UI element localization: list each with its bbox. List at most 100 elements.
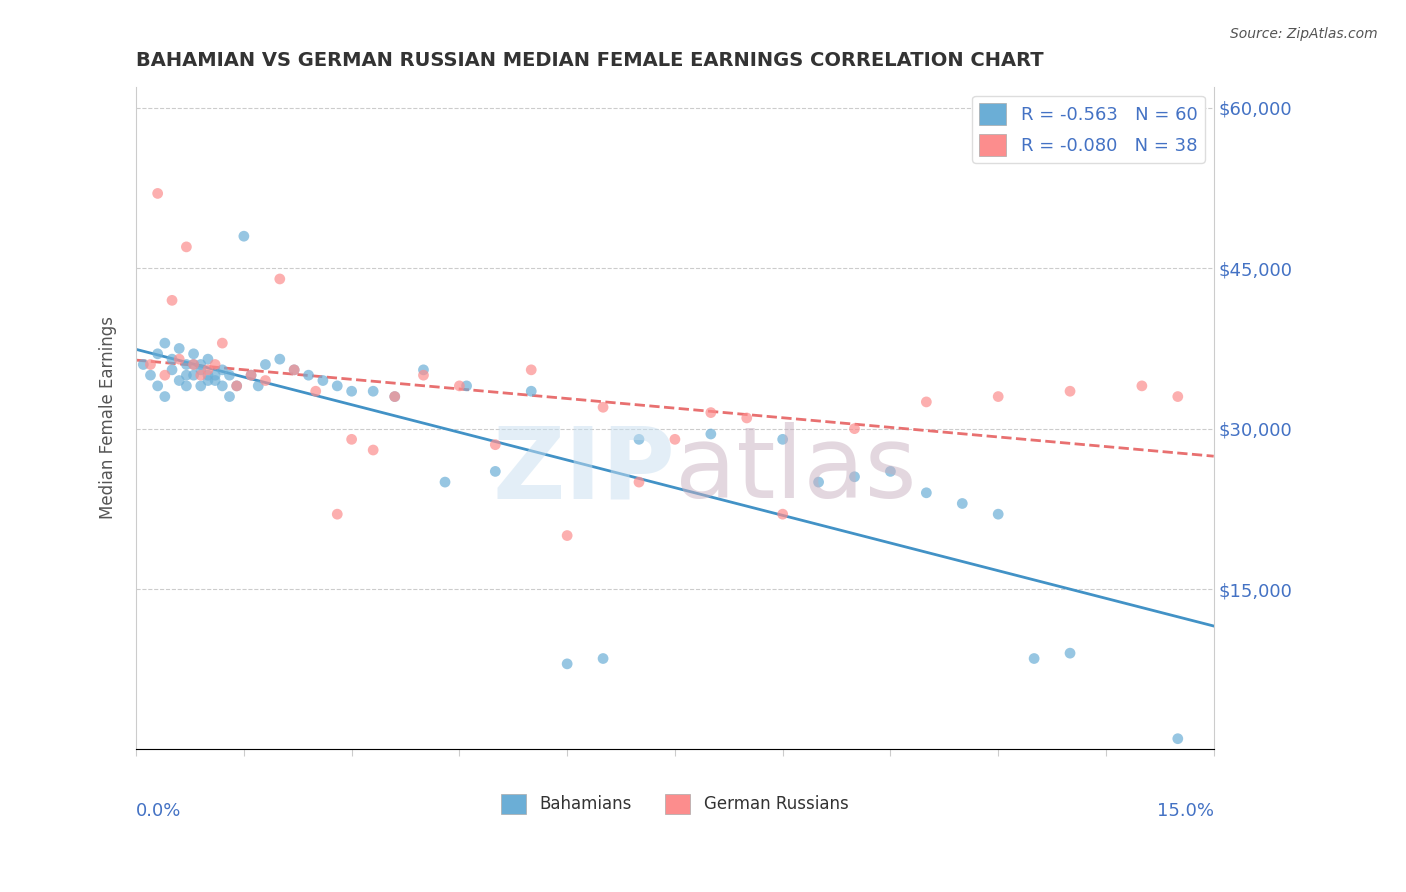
Point [312,374,335,388]
Point [218,390,240,404]
Point [555,657,578,671]
Point [146,347,169,361]
Point [218,368,240,383]
Text: atlas: atlas [675,423,917,519]
Point [160,293,183,308]
Point [807,475,830,489]
Point [484,464,506,478]
Point [1167,390,1189,404]
Point [592,401,614,415]
Point [449,379,471,393]
Point [167,352,190,367]
Point [183,358,205,372]
Point [412,368,434,383]
Point [204,358,226,372]
Point [269,352,291,367]
Point [555,528,578,542]
Point [211,336,233,351]
Point [225,379,247,393]
Point [190,363,212,377]
Point [190,358,212,372]
Point [340,384,363,399]
Point [254,358,277,372]
Point [384,390,406,404]
Point [950,496,973,510]
Point [700,427,723,442]
Point [183,368,205,383]
Point [190,379,212,393]
Legend: Bahamians, German Russians: Bahamians, German Russians [495,787,855,821]
Point [232,229,254,244]
Point [434,475,457,489]
Point [211,379,233,393]
Point [211,363,233,377]
Point [361,384,384,399]
Point [176,368,198,383]
Point [139,368,162,383]
Point [735,411,758,425]
Text: BAHAMIAN VS GERMAN RUSSIAN MEDIAN FEMALE EARNINGS CORRELATION CHART: BAHAMIAN VS GERMAN RUSSIAN MEDIAN FEMALE… [136,51,1043,70]
Point [240,368,263,383]
Point [361,443,384,458]
Point [1059,646,1081,660]
Point [146,186,169,201]
Point [254,374,277,388]
Point [132,358,155,372]
Point [326,507,349,521]
Point [1059,384,1081,399]
Point [1130,379,1153,393]
Point [627,433,650,447]
Point [520,363,543,377]
Point [340,433,363,447]
Point [139,358,162,372]
Point [844,422,866,436]
Point [176,379,198,393]
Point [700,406,723,420]
Point [183,358,205,372]
Point [225,379,247,393]
Text: ZIP: ZIP [492,423,675,519]
Point [283,363,305,377]
Point [326,379,349,393]
Text: 0.0%: 0.0% [136,803,181,821]
Point [879,464,901,478]
Point [772,433,794,447]
Point [305,384,328,399]
Point [190,368,212,383]
Point [153,368,176,383]
Point [456,379,478,393]
Point [183,347,205,361]
Text: 15.0%: 15.0% [1157,803,1213,821]
Point [176,358,198,372]
Point [204,368,226,383]
Point [197,352,219,367]
Point [520,384,543,399]
Point [247,379,270,393]
Point [592,651,614,665]
Point [664,433,686,447]
Point [987,507,1010,521]
Point [283,363,305,377]
Point [915,485,938,500]
Point [915,395,938,409]
Point [1167,731,1189,746]
Point [269,272,291,286]
Point [844,469,866,483]
Y-axis label: Median Female Earnings: Median Female Earnings [100,317,117,519]
Point [484,438,506,452]
Point [160,363,183,377]
Point [153,336,176,351]
Point [384,390,406,404]
Point [412,363,434,377]
Point [297,368,319,383]
Point [176,240,198,254]
Point [146,379,169,393]
Point [772,507,794,521]
Point [160,352,183,367]
Point [627,475,650,489]
Point [167,342,190,356]
Point [1024,651,1046,665]
Point [240,368,263,383]
Point [197,368,219,383]
Text: Source: ZipAtlas.com: Source: ZipAtlas.com [1230,27,1378,41]
